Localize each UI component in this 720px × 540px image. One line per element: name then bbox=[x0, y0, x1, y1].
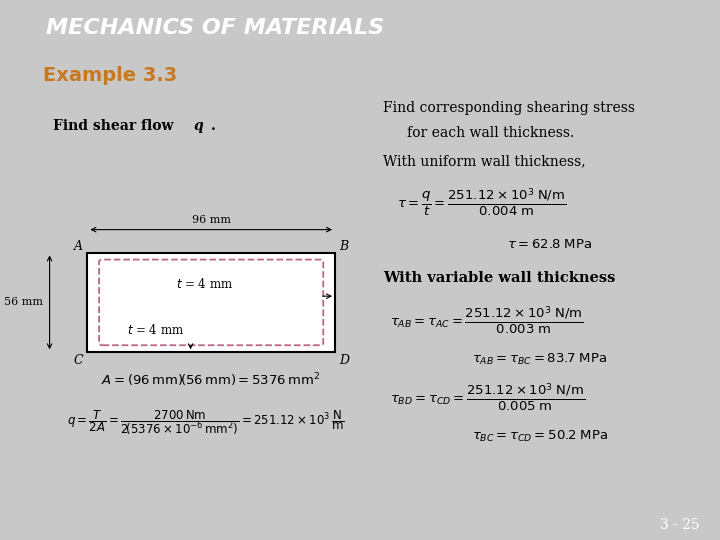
Text: Find corresponding shearing stress: Find corresponding shearing stress bbox=[383, 101, 635, 114]
Text: q: q bbox=[194, 119, 204, 133]
Text: for each wall thickness.: for each wall thickness. bbox=[407, 126, 575, 140]
Text: With uniform wall thickness,: With uniform wall thickness, bbox=[383, 155, 585, 169]
Text: 96 mm: 96 mm bbox=[192, 215, 230, 226]
Text: $\tau = \dfrac{q}{t} = \dfrac{251.12\times10^3\;\mathrm{N/m}}{0.004\;\mathrm{m}}: $\tau = \dfrac{q}{t} = \dfrac{251.12\tim… bbox=[397, 186, 566, 218]
Text: $q = \dfrac{T}{2A} = \dfrac{2700\,\mathrm{Nm}}{2\!\left(5376 \times 10^{-6}\,\ma: $q = \dfrac{T}{2A} = \dfrac{2700\,\mathr… bbox=[67, 408, 345, 437]
Text: $\tau = 62.8\;\mathrm{MPa}$: $\tau = 62.8\;\mathrm{MPa}$ bbox=[507, 238, 592, 251]
Text: $\tau_{AB} = \tau_{BC} = 83.7\;\mathrm{MPa}$: $\tau_{AB} = \tau_{BC} = 83.7\;\mathrm{M… bbox=[472, 352, 608, 367]
Text: $\tau_{BD} = \tau_{CD} = \dfrac{251.12\times10^3\;\mathrm{N/m}}{0.005\;\mathrm{m: $\tau_{BD} = \tau_{CD} = \dfrac{251.12\t… bbox=[390, 381, 585, 413]
Text: Example 3.3: Example 3.3 bbox=[42, 66, 177, 85]
Text: $\tau_{BC} = \tau_{CD} = 50.2\;\mathrm{MPa}$: $\tau_{BC} = \tau_{CD} = 50.2\;\mathrm{M… bbox=[472, 429, 608, 444]
Text: $\tau_{AB} = \tau_{AC} = \dfrac{251.12\times10^3\;\mathrm{N/m}}{0.003\;\mathrm{m: $\tau_{AB} = \tau_{AC} = \dfrac{251.12\t… bbox=[390, 305, 583, 336]
Text: 56 mm: 56 mm bbox=[4, 298, 42, 307]
Text: $A = \left(96\,\mathrm{mm}\right)\!\left(56\,\mathrm{mm}\right) = 5376\,\mathrm{: $A = \left(96\,\mathrm{mm}\right)\!\left… bbox=[101, 371, 320, 389]
Text: D: D bbox=[339, 354, 349, 367]
Text: $t$ = 4 mm: $t$ = 4 mm bbox=[127, 323, 184, 337]
Text: MECHANICS OF MATERIALS: MECHANICS OF MATERIALS bbox=[46, 18, 384, 38]
Text: 3 - 25: 3 - 25 bbox=[660, 518, 699, 532]
Text: Find shear flow: Find shear flow bbox=[53, 119, 179, 133]
Text: With variable wall thickness: With variable wall thickness bbox=[383, 271, 616, 285]
Bar bbox=[87, 253, 335, 352]
Text: $t$ = 4 mm: $t$ = 4 mm bbox=[176, 277, 233, 291]
Text: A: A bbox=[74, 240, 84, 253]
Text: .: . bbox=[211, 119, 216, 133]
Text: C: C bbox=[73, 354, 84, 367]
Text: B: B bbox=[339, 240, 348, 253]
